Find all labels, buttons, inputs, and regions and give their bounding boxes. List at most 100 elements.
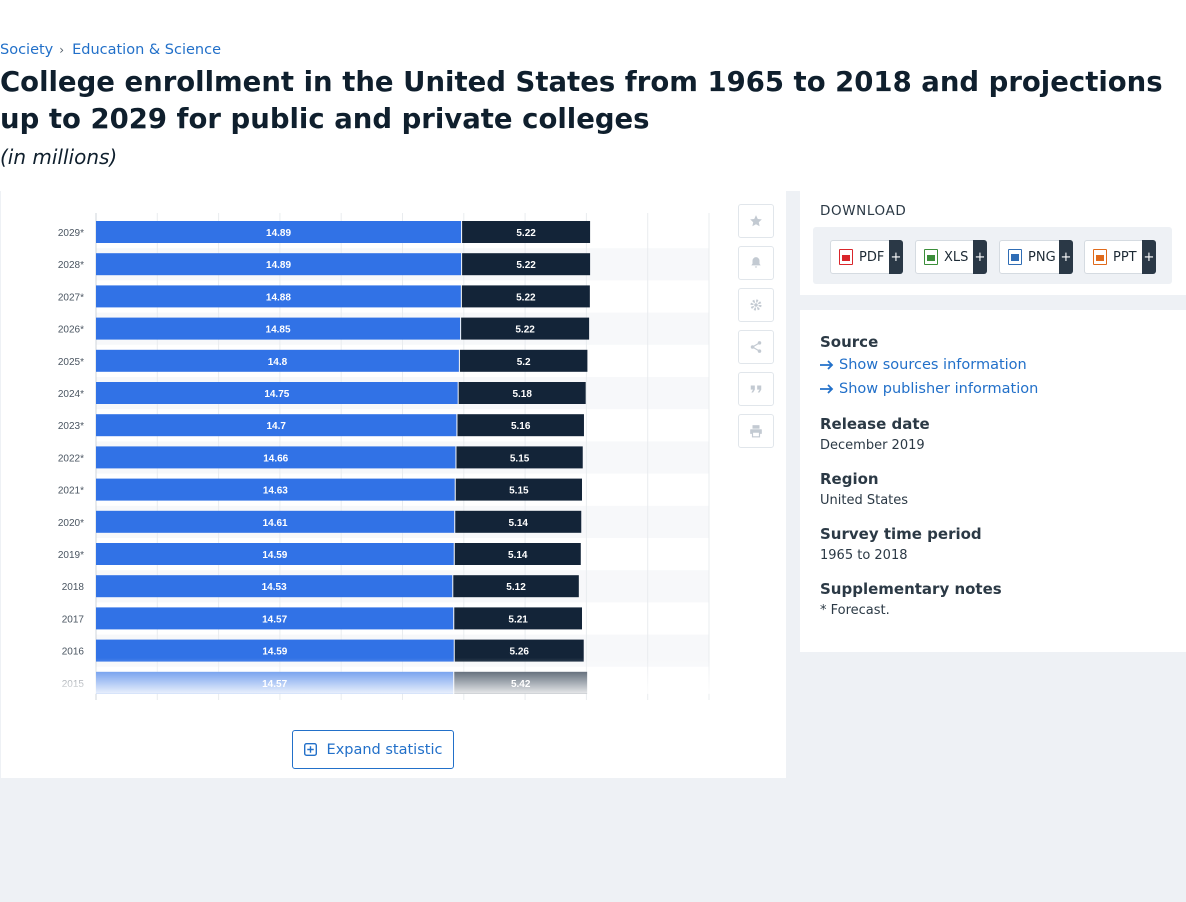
info-card: Source Show sources information Show pub… [800, 310, 1186, 652]
download-title: DOWNLOAD [820, 203, 906, 219]
data-label-public: 14.89 [266, 228, 291, 239]
survey-period-value: 1965 to 2018 [820, 548, 907, 563]
arrow-right-icon [820, 384, 834, 394]
chart-card: 2029* 14.89 5.22 2028* 14.89 5.22 2027* 14.88 5.… [1, 191, 786, 778]
page-subtitle: (in millions) [0, 145, 117, 169]
category-tick-label: 2021* [58, 486, 84, 497]
download-ppt-plus[interactable]: + [1142, 240, 1156, 274]
data-label-public: 14.57 [262, 614, 287, 625]
category-tick-label: 2019* [58, 550, 84, 561]
download-png-button[interactable]: PNG + [999, 240, 1073, 274]
region-heading: Region [820, 470, 879, 488]
download-pdf-label: PDF [859, 250, 884, 265]
quote-icon [749, 382, 763, 396]
page-background-bottom [0, 778, 1186, 902]
category-tick-label: 2029* [58, 228, 84, 239]
download-xls-label: XLS [944, 250, 968, 265]
category-tick-label: 2020* [58, 518, 84, 529]
enrollment-bar-chart: 2029* 14.89 5.22 2028* 14.89 5.22 2027* 14.88 5.… [1, 191, 786, 778]
ppt-file-icon [1093, 249, 1107, 265]
data-label-private: 5.18 [512, 389, 532, 400]
category-tick-label: 2027* [58, 292, 84, 303]
favorite-button[interactable] [738, 204, 774, 238]
print-button[interactable] [738, 414, 774, 448]
bell-icon [749, 256, 763, 270]
breadcrumb: Society › Education & Science [0, 42, 221, 58]
category-tick-label: 2024* [58, 389, 84, 400]
download-pdf-plus[interactable]: + [889, 240, 903, 274]
share-button[interactable] [738, 330, 774, 364]
category-tick-label: 2022* [58, 453, 84, 464]
data-label-public: 14.61 [263, 518, 288, 529]
download-ppt-button[interactable]: PPT + [1084, 240, 1156, 274]
star-icon [749, 214, 763, 228]
data-label-private: 5.15 [509, 486, 529, 497]
region-value: United States [820, 493, 908, 508]
share-icon [749, 340, 763, 354]
breadcrumb-education-science[interactable]: Education & Science [72, 42, 221, 58]
data-label-private: 5.22 [516, 292, 536, 303]
data-label-public: 14.8 [268, 357, 288, 368]
supplementary-notes-value: * Forecast. [820, 603, 890, 618]
data-label-public: 14.63 [263, 486, 288, 497]
pdf-file-icon [839, 249, 853, 265]
data-label-public: 14.75 [264, 389, 289, 400]
data-label-public: 14.88 [266, 292, 291, 303]
data-label-public: 14.89 [266, 260, 291, 271]
category-tick-label: 2023* [58, 421, 84, 432]
settings-button[interactable] [738, 288, 774, 322]
release-date-value: December 2019 [820, 438, 925, 453]
gear-icon [749, 298, 763, 312]
data-label-private: 5.12 [506, 582, 526, 593]
download-bar: PDF + XLS + PNG + PPT + [813, 227, 1172, 284]
cite-button[interactable] [738, 372, 774, 406]
category-tick-label: 2025* [58, 357, 84, 368]
arrow-right-icon [820, 360, 834, 370]
notification-button[interactable] [738, 246, 774, 280]
category-tick-label: 2017 [62, 614, 85, 625]
data-label-public: 14.59 [262, 550, 287, 561]
data-label-private: 5.22 [515, 325, 535, 336]
expand-statistic-label: Expand statistic [327, 742, 443, 758]
download-xls-plus[interactable]: + [973, 240, 987, 274]
data-label-private: 5.22 [516, 228, 536, 239]
chart-fade-overlay [21, 658, 721, 694]
release-date-heading: Release date [820, 415, 930, 433]
breadcrumb-society[interactable]: Society [0, 42, 53, 58]
plus-square-icon [304, 743, 317, 756]
data-label-private: 5.14 [508, 550, 528, 561]
show-publisher-label: Show publisher information [839, 381, 1038, 397]
xls-file-icon [924, 249, 938, 265]
data-label-public: 14.59 [262, 647, 287, 658]
data-label-public: 14.53 [262, 582, 287, 593]
data-label-private: 5.26 [510, 647, 530, 658]
chevron-right-icon: › [59, 43, 64, 57]
data-label-private: 5.21 [508, 614, 528, 625]
show-sources-label: Show sources information [839, 357, 1027, 373]
data-label-public: 14.66 [263, 453, 288, 464]
download-xls-button[interactable]: XLS + [915, 240, 987, 274]
data-label-private: 5.2 [517, 357, 531, 368]
category-tick-label: 2028* [58, 260, 84, 271]
download-pdf-button[interactable]: PDF + [830, 240, 903, 274]
data-label-private: 5.15 [510, 453, 530, 464]
data-label-public: 14.7 [266, 421, 286, 432]
source-heading: Source [820, 333, 878, 351]
page-title: College enrollment in the United States … [0, 64, 1186, 138]
show-sources-link[interactable]: Show sources information [820, 357, 1027, 373]
download-png-plus[interactable]: + [1059, 240, 1073, 274]
supplementary-notes-heading: Supplementary notes [820, 580, 1002, 598]
category-tick-label: 2026* [58, 325, 84, 336]
data-label-public: 14.85 [266, 325, 291, 336]
download-card: DOWNLOAD PDF + XLS + PNG + PPT + [800, 191, 1186, 295]
show-publisher-link[interactable]: Show publisher information [820, 381, 1038, 397]
category-tick-label: 2016 [62, 647, 85, 658]
download-png-label: PNG [1028, 250, 1056, 265]
expand-statistic-button[interactable]: Expand statistic [292, 730, 454, 769]
survey-period-heading: Survey time period [820, 525, 982, 543]
data-label-private: 5.22 [516, 260, 536, 271]
chart-toolbar [738, 204, 774, 456]
download-ppt-label: PPT [1113, 250, 1137, 265]
data-label-private: 5.14 [509, 518, 529, 529]
data-label-private: 5.16 [511, 421, 531, 432]
